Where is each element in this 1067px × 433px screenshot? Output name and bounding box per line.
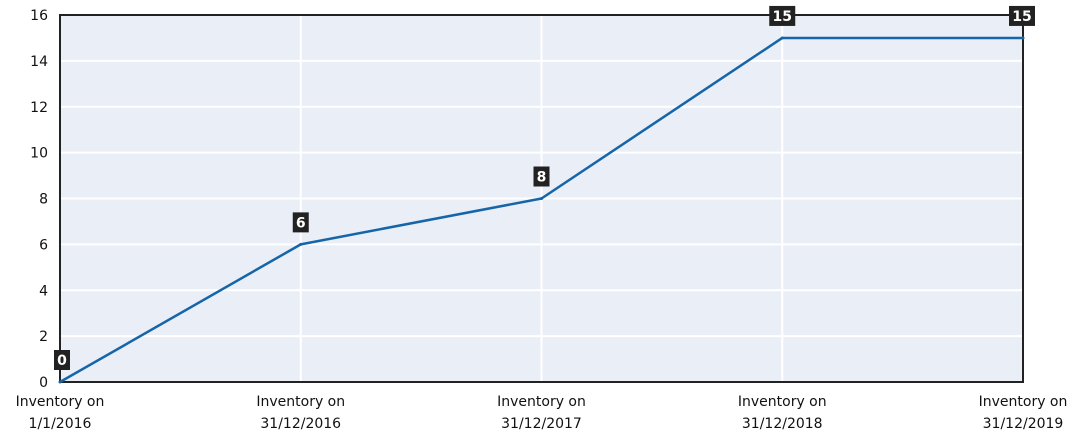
data-label-text: 15 (773, 9, 792, 25)
data-point (781, 36, 784, 39)
data-label: 15 (1009, 6, 1035, 26)
y-tick-label: 4 (39, 283, 48, 299)
data-label: 8 (534, 167, 550, 187)
y-tick-label: 0 (39, 375, 48, 391)
x-tick-label: Inventory on 31/12/2017 (497, 394, 586, 432)
data-point (299, 243, 302, 246)
y-tick-label: 8 (39, 192, 48, 208)
data-label: 6 (293, 212, 309, 232)
data-label-text: 8 (537, 170, 547, 186)
data-label-text: 6 (296, 215, 306, 231)
data-label: 0 (54, 350, 70, 370)
data-label: 15 (769, 6, 795, 26)
x-tick-label: Inventory on 31/12/2019 (979, 394, 1067, 432)
data-label-text: 0 (57, 353, 67, 369)
y-tick-label: 6 (39, 237, 48, 253)
x-tick-label: Inventory on 31/12/2018 (738, 394, 827, 432)
data-point (59, 381, 62, 384)
data-point (1022, 36, 1025, 39)
y-tick-label: 12 (30, 100, 48, 116)
y-tick-label: 14 (30, 54, 48, 70)
y-tick-label: 16 (30, 8, 48, 24)
data-point (540, 197, 543, 200)
y-tick-label: 10 (30, 146, 48, 162)
y-tick-label: 2 (39, 329, 48, 345)
x-tick-label: Inventory on 1/1/2016 (16, 394, 105, 432)
data-label-text: 15 (1012, 9, 1031, 25)
x-tick-label: Inventory on 31/12/2016 (256, 394, 345, 432)
